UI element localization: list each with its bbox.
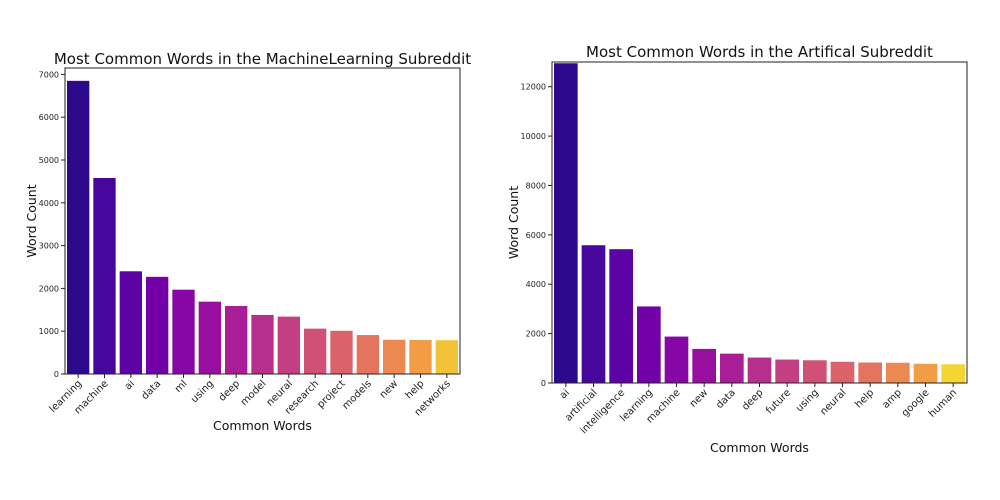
y-tick-label: 7000 <box>39 70 59 79</box>
bar-ml <box>172 289 195 374</box>
x-tick-label: neural <box>818 387 848 417</box>
bar-google <box>913 363 938 383</box>
y-tick-label: 3000 <box>39 242 59 251</box>
y-tick-label: 0 <box>541 379 546 388</box>
bar-future <box>775 359 799 383</box>
x-tick-label: data <box>140 378 164 402</box>
x-tick-label: ml <box>173 378 190 395</box>
y-tick-label: 12000 <box>521 83 546 92</box>
bar-research <box>304 328 327 374</box>
bar-using <box>198 301 221 374</box>
y-tick-label: 4000 <box>39 199 59 208</box>
ml-subreddit-chart: Most Common Words in the MachineLearning… <box>24 50 471 433</box>
bar-learning <box>637 306 661 383</box>
bar-learning <box>67 80 90 374</box>
bar-deep <box>225 305 248 374</box>
bar-help <box>858 362 882 383</box>
x-tick-label: using <box>189 378 216 405</box>
y-tick-label: 5000 <box>39 156 59 165</box>
chart-title: Most Common Words in the Artifical Subre… <box>586 43 933 61</box>
bar-using <box>803 360 827 383</box>
bar-deep <box>747 357 772 383</box>
bar-ai <box>554 63 578 383</box>
bar-neural <box>830 361 855 383</box>
bar-amp <box>886 362 910 383</box>
bar-neural <box>277 316 300 374</box>
y-tick-label: 6000 <box>39 113 59 122</box>
x-tick-label: amp <box>880 387 903 410</box>
x-tick-label: model <box>239 378 269 408</box>
bar-networks <box>435 340 458 374</box>
bar-project <box>330 330 353 374</box>
bar-models <box>356 335 379 374</box>
bar-help <box>409 339 432 374</box>
y-axis-label: Word Count <box>24 184 39 257</box>
bar-model <box>251 314 274 374</box>
x-tick-label: help <box>404 378 427 401</box>
x-tick-label: models <box>340 378 373 411</box>
x-axis-label: Common Words <box>710 440 809 455</box>
artificial-subreddit-chart: Most Common Words in the Artifical Subre… <box>506 43 968 455</box>
x-tick-label: google <box>900 387 932 419</box>
y-tick-label: 2000 <box>526 330 546 339</box>
bar-new <box>692 348 716 383</box>
bar-data <box>146 276 169 374</box>
bar-data <box>720 353 744 383</box>
y-tick-label: 0 <box>54 370 59 379</box>
y-tick-label: 2000 <box>39 284 59 293</box>
y-tick-label: 8000 <box>526 181 546 190</box>
x-tick-label: human <box>927 387 959 419</box>
bar-machine <box>93 177 116 374</box>
x-tick-label: new <box>688 387 710 409</box>
y-tick-label: 10000 <box>521 132 546 141</box>
x-tick-label: data <box>714 387 738 411</box>
y-axis-label: Word Count <box>506 186 521 259</box>
x-tick-label: help <box>853 387 876 410</box>
chart-title: Most Common Words in the MachineLearning… <box>54 50 471 68</box>
y-tick-label: 6000 <box>526 231 546 240</box>
x-tick-label: future <box>764 387 793 416</box>
bar-new <box>383 339 406 374</box>
y-tick-label: 4000 <box>526 280 546 289</box>
x-tick-label: ai <box>123 378 137 392</box>
x-tick-label: deep <box>740 387 765 412</box>
y-tick-label: 1000 <box>39 327 59 336</box>
bar-human <box>941 364 965 383</box>
x-axis-label: Common Words <box>213 418 312 433</box>
bar-intelligence <box>609 249 633 383</box>
x-tick-label: ai <box>558 387 572 401</box>
bar-artificial <box>581 245 606 383</box>
bar-machine <box>664 336 689 383</box>
x-tick-label: using <box>794 387 821 414</box>
bar-ai <box>119 271 142 374</box>
x-tick-label: new <box>378 378 400 400</box>
